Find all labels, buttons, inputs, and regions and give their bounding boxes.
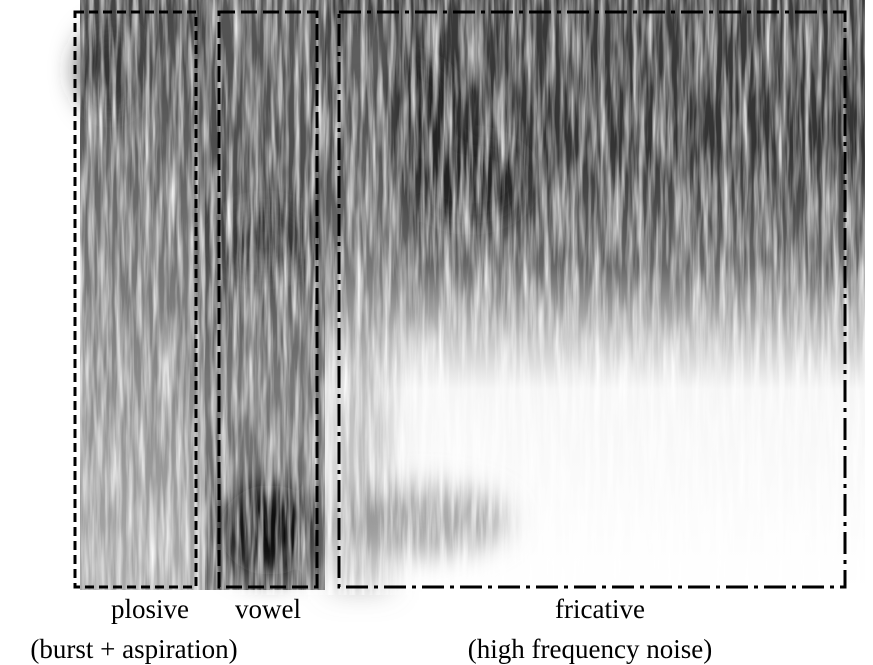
spectrogram	[80, 0, 865, 595]
region-label: vowel	[235, 594, 301, 624]
vowel-box	[217, 10, 319, 589]
plosive-box	[73, 10, 198, 589]
region-sublabel: (high frequency noise)	[468, 634, 712, 664]
region-label: fricative	[555, 594, 645, 624]
region-sublabel: (burst + aspiration)	[30, 634, 237, 664]
region-label: plosive	[111, 594, 189, 624]
fricative-box	[337, 10, 847, 589]
region-boxes	[73, 10, 847, 589]
